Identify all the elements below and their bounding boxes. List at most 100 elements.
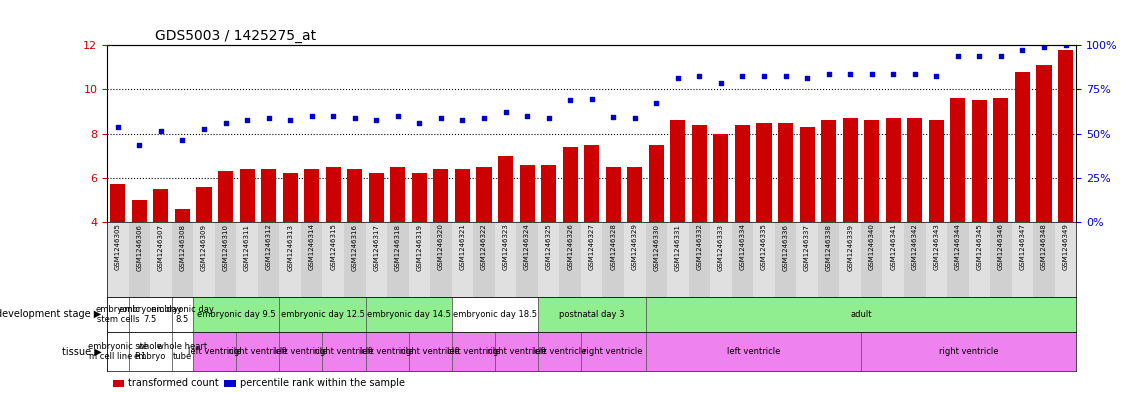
Text: GSM1246338: GSM1246338 xyxy=(826,224,832,270)
Bar xyxy=(689,222,710,297)
Bar xyxy=(455,169,470,222)
Text: GSM1246310: GSM1246310 xyxy=(222,224,229,270)
Text: adult: adult xyxy=(850,310,871,319)
Bar xyxy=(562,147,578,222)
Bar xyxy=(1012,222,1033,297)
Bar xyxy=(322,222,344,297)
Text: GSM1246334: GSM1246334 xyxy=(739,224,745,270)
Bar xyxy=(947,222,968,297)
Bar xyxy=(347,169,362,222)
Text: GSM1246317: GSM1246317 xyxy=(373,224,380,270)
Point xyxy=(389,113,407,119)
Bar xyxy=(279,332,322,371)
Point xyxy=(604,114,622,120)
Bar xyxy=(797,222,818,297)
Text: GSM1246323: GSM1246323 xyxy=(503,224,508,270)
Bar xyxy=(753,222,774,297)
Point xyxy=(949,53,967,59)
Bar xyxy=(452,297,538,332)
Bar xyxy=(822,120,836,222)
Text: GSM1246311: GSM1246311 xyxy=(245,224,250,270)
Point xyxy=(583,96,601,103)
Bar xyxy=(175,209,190,222)
Text: GDS5003 / 1425275_at: GDS5003 / 1425275_at xyxy=(154,29,316,43)
Text: embryonic day 14.5: embryonic day 14.5 xyxy=(366,310,451,319)
Text: GSM1246322: GSM1246322 xyxy=(481,224,487,270)
Text: GSM1246309: GSM1246309 xyxy=(201,224,207,270)
Point xyxy=(691,73,709,79)
Point xyxy=(798,75,816,81)
Text: GSM1246313: GSM1246313 xyxy=(287,224,293,270)
Bar xyxy=(1058,50,1073,222)
Bar xyxy=(452,332,495,371)
Text: GSM1246328: GSM1246328 xyxy=(610,224,616,270)
Text: GSM1246339: GSM1246339 xyxy=(848,224,853,270)
Bar xyxy=(667,222,689,297)
Bar xyxy=(538,297,646,332)
Bar xyxy=(387,222,409,297)
Bar xyxy=(993,98,1009,222)
Bar xyxy=(365,297,452,332)
Bar xyxy=(605,167,621,222)
Bar xyxy=(369,173,384,222)
Text: GSM1246333: GSM1246333 xyxy=(718,224,724,270)
Point xyxy=(497,108,515,115)
Bar xyxy=(128,332,171,371)
Bar xyxy=(861,332,1076,371)
Bar xyxy=(431,222,452,297)
Bar xyxy=(240,169,255,222)
Bar xyxy=(971,101,987,222)
Bar xyxy=(991,222,1012,297)
Bar xyxy=(861,222,882,297)
Point xyxy=(777,73,795,79)
Text: embryonic day 9.5: embryonic day 9.5 xyxy=(197,310,276,319)
Text: GSM1246331: GSM1246331 xyxy=(675,224,681,270)
Text: GSM1246315: GSM1246315 xyxy=(330,224,336,270)
Point xyxy=(647,99,665,106)
Text: left ventricle: left ventricle xyxy=(274,347,328,356)
Text: embryonic day
7.5: embryonic day 7.5 xyxy=(118,305,181,324)
Text: GSM1246312: GSM1246312 xyxy=(266,224,272,270)
Point xyxy=(819,71,837,77)
Text: left ventricle: left ventricle xyxy=(533,347,586,356)
Text: tissue ▶: tissue ▶ xyxy=(62,347,101,357)
Point xyxy=(885,71,903,77)
Point xyxy=(668,75,686,81)
Bar xyxy=(692,125,707,222)
Text: left ventricle: left ventricle xyxy=(727,347,780,356)
Bar xyxy=(322,332,365,371)
Bar xyxy=(473,222,495,297)
Point xyxy=(216,119,234,126)
Text: GSM1246344: GSM1246344 xyxy=(955,224,961,270)
Text: GSM1246320: GSM1246320 xyxy=(438,224,444,270)
Bar xyxy=(580,222,603,297)
Point xyxy=(1013,46,1031,53)
Bar xyxy=(218,171,233,222)
Bar xyxy=(237,222,258,297)
Bar xyxy=(196,187,212,222)
Bar xyxy=(107,297,128,332)
Bar xyxy=(646,297,1076,332)
Point xyxy=(367,117,385,123)
Bar xyxy=(434,169,449,222)
Point xyxy=(841,71,859,77)
Text: GSM1246346: GSM1246346 xyxy=(997,224,1004,270)
Bar xyxy=(498,156,513,222)
Text: GSM1246348: GSM1246348 xyxy=(1041,224,1047,270)
Text: percentile rank within the sample: percentile rank within the sample xyxy=(240,378,405,388)
Bar xyxy=(646,332,861,371)
Bar xyxy=(128,222,150,297)
Text: GSM1246307: GSM1246307 xyxy=(158,224,163,270)
Bar xyxy=(843,118,858,222)
Bar xyxy=(128,297,171,332)
Bar xyxy=(365,222,387,297)
Point xyxy=(109,124,127,130)
Text: GSM1246330: GSM1246330 xyxy=(654,224,659,270)
Bar xyxy=(1015,72,1030,222)
Bar xyxy=(710,222,731,297)
Text: postnatal day 3: postnatal day 3 xyxy=(559,310,624,319)
Point xyxy=(453,117,471,123)
Bar xyxy=(778,123,793,222)
Text: left ventricle: left ventricle xyxy=(446,347,500,356)
Text: embryonic ste
m cell line R1: embryonic ste m cell line R1 xyxy=(88,342,148,362)
